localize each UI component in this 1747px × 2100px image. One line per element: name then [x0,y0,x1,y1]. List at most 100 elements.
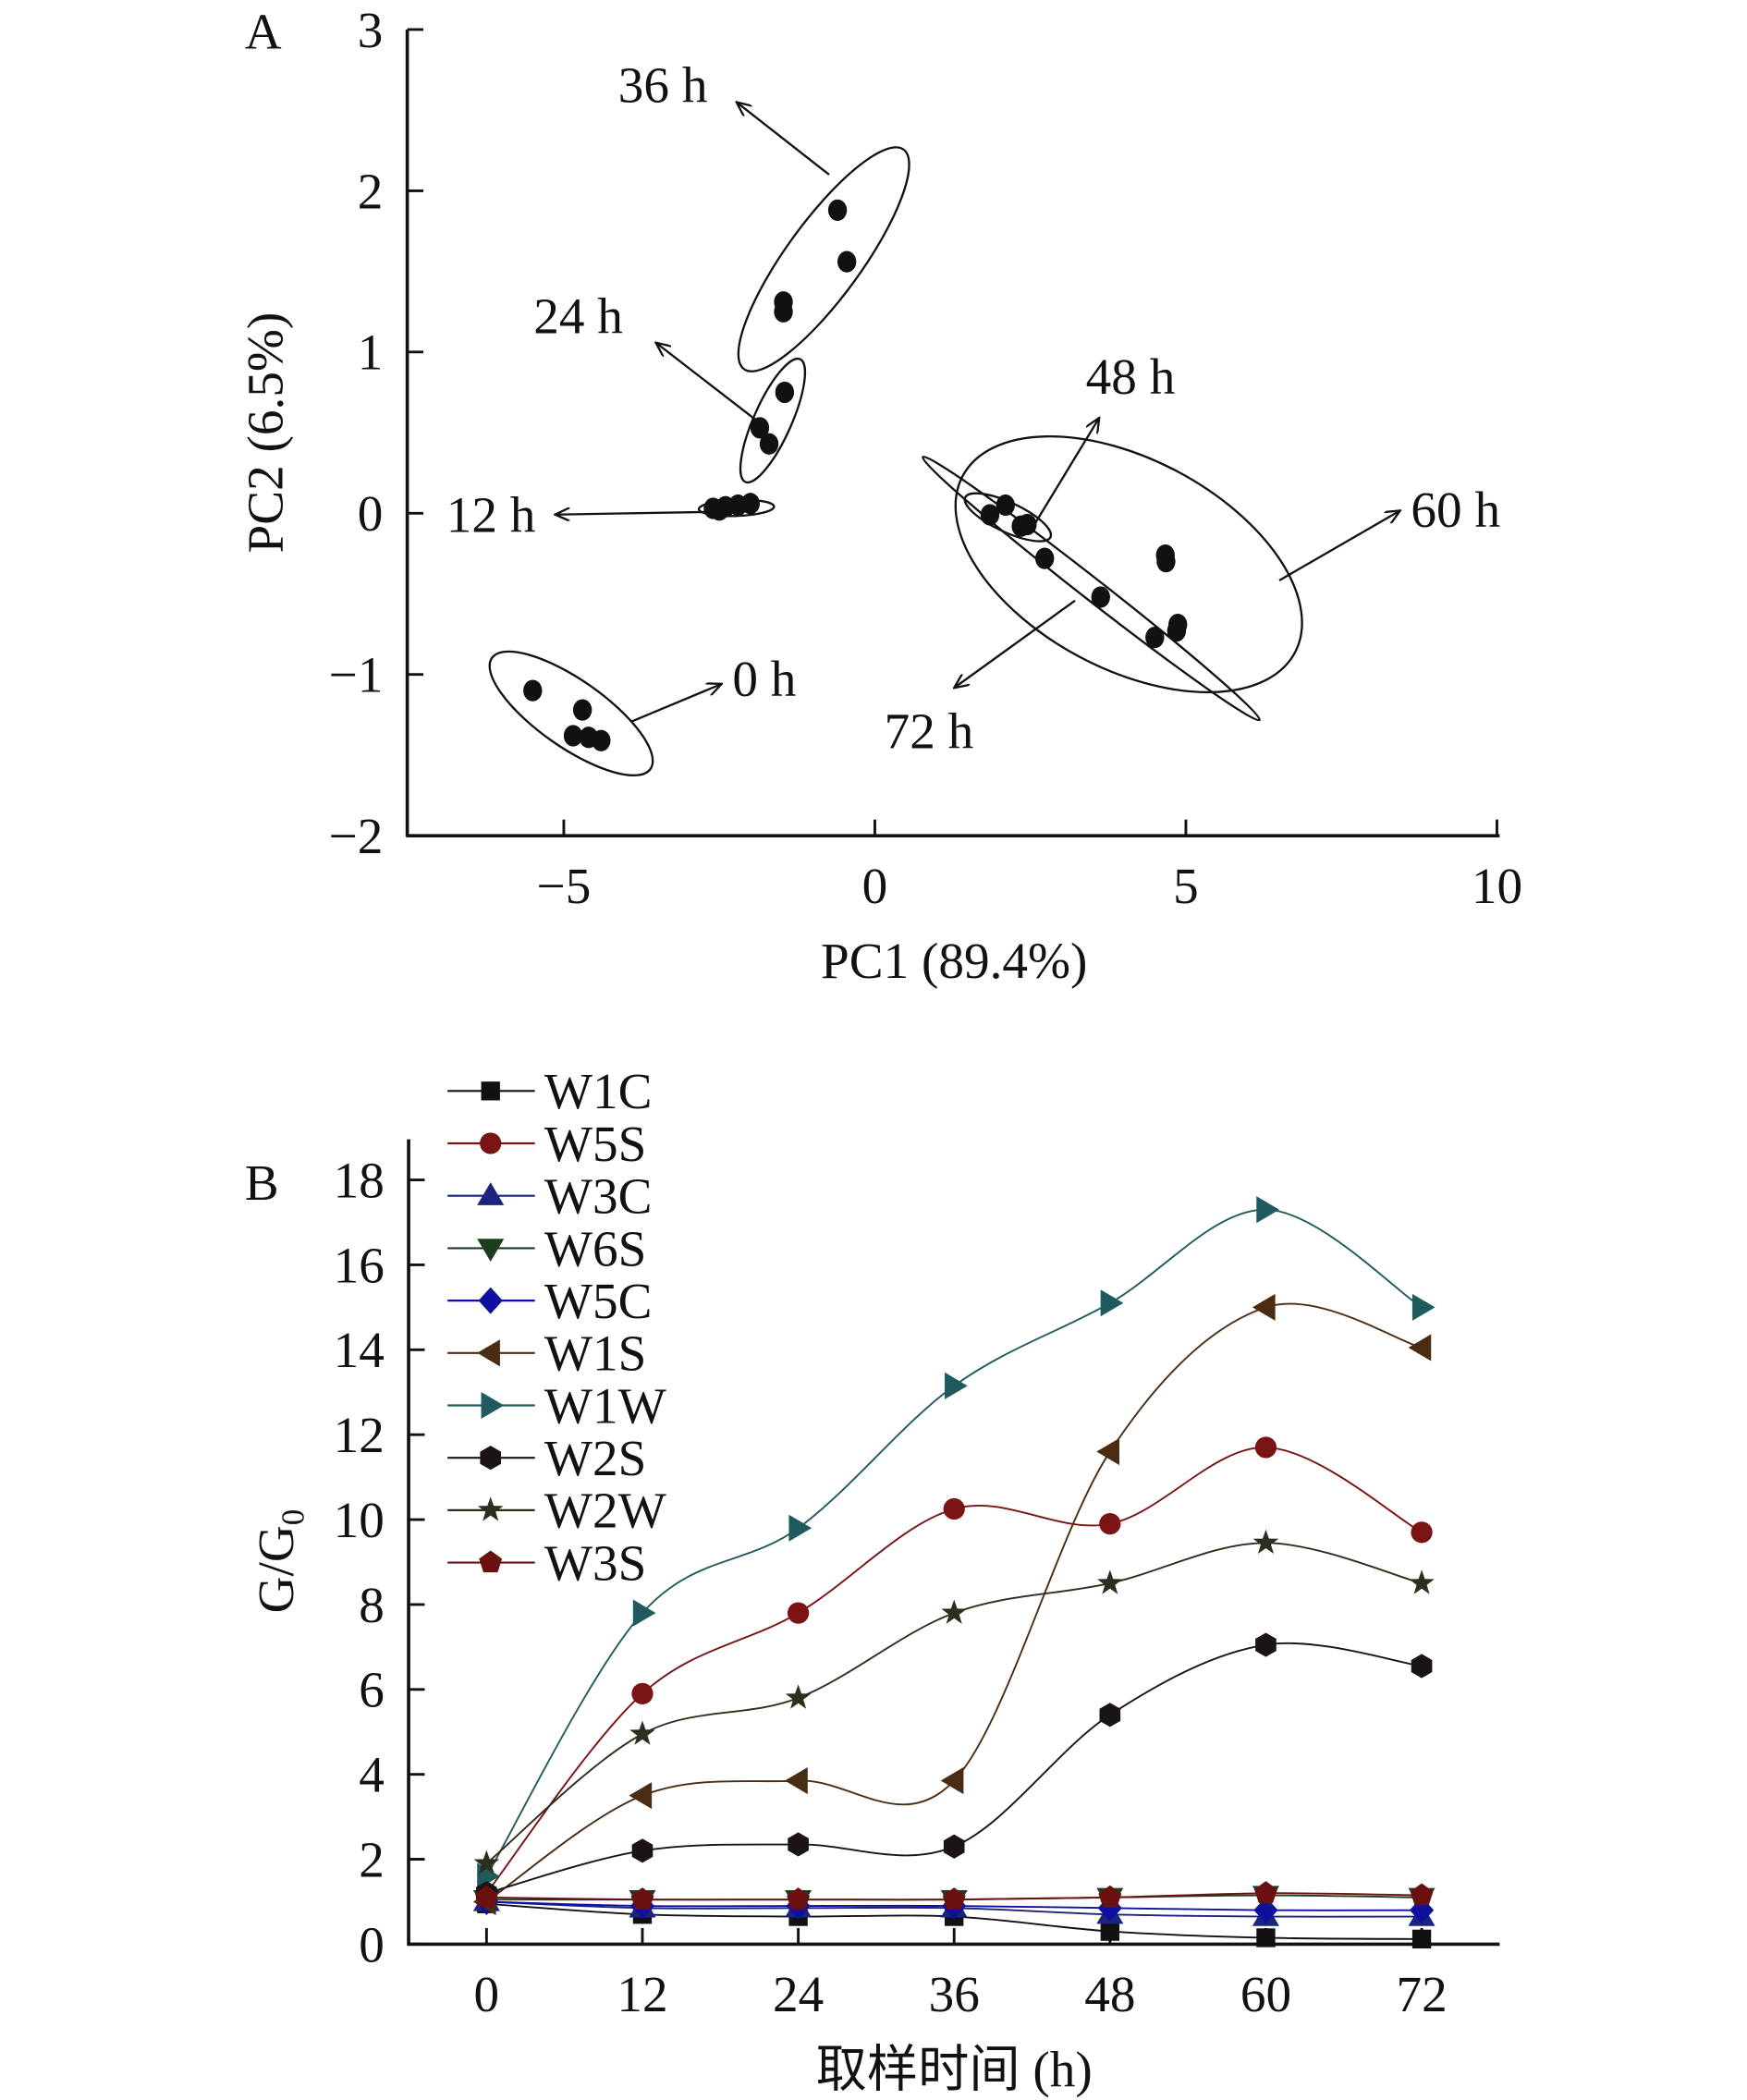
legend-label: W5S [544,1116,646,1172]
x-tick-label-a: 5 [1173,858,1199,914]
y-tick-label-a: −1 [329,647,384,703]
legend-label: W1S [544,1325,646,1382]
legend-item-W2W: W2W [447,1483,667,1539]
y-axis-title-main: G/G [248,1525,304,1613]
x-axis-title-a: PC1 (89.4%) [821,933,1087,989]
point-72h [1035,547,1055,569]
legend-item-W1C: W1C [447,1063,652,1119]
confidence-ellipses [488,146,1303,777]
arrow-24h [656,343,758,421]
x-tick-label-b: 12 [617,1966,667,2022]
data-point-W1S [785,1766,808,1795]
ellipse-48h [963,492,1053,543]
arrow-72h [954,599,1076,688]
legend-marker-triangle-right [481,1391,505,1420]
x-tick-label-b: 48 [1084,1966,1135,2022]
legend-marker-diamond [478,1287,503,1314]
point-48h [996,494,1015,517]
point-0h [563,725,583,747]
label-72h: 72 h [885,703,974,760]
legend-marker-star [477,1496,504,1521]
y-tick-label-b: 2 [359,1831,385,1887]
arrow-12h [555,512,710,515]
legend-label: W1C [544,1063,653,1119]
data-point-W1C [1256,1928,1276,1947]
legend-marker-triangle-down [477,1239,505,1262]
point-36h [837,250,857,273]
point-72h [1145,626,1165,649]
data-point-W5S [1411,1521,1433,1544]
legend-item-W1W: W1W [447,1377,667,1434]
data-point-W3S [1098,1885,1122,1908]
data-point-W1C [1411,1929,1432,1949]
label-60h: 60 h [1411,482,1500,538]
group-arrows [555,102,1399,723]
data-point-W2W [629,1720,655,1745]
data-point-W1S [629,1782,653,1810]
x-tick-label-b: 0 [474,1966,500,2022]
series-W2W [473,1529,1435,1874]
y-tick-label-a: −2 [329,808,384,864]
legend-marker-hexagon [480,1446,502,1471]
data-point-W2W [1409,1569,1435,1594]
y-tick-label-b: 16 [334,1237,385,1293]
ellipse-36h [737,146,910,372]
x-tick-label-a: −5 [537,858,592,914]
data-point-W5S [631,1682,654,1704]
point-12h [740,493,761,515]
data-point-W1W [945,1372,968,1399]
y-tick-label-b: 14 [334,1322,385,1378]
data-point-W1W [1100,1289,1124,1317]
point-48h [1018,513,1037,536]
data-point-W3S [630,1887,654,1910]
legend-label: W2S [544,1430,646,1486]
data-point-W3S [474,1885,498,1908]
arrow-48h [1033,418,1099,525]
legend-marker-triangle-up [477,1182,505,1205]
data-point-W2W [473,1850,500,1874]
y-tick-label-b: 18 [334,1152,385,1208]
legend-item-W3C: W3C [447,1168,652,1225]
legend-marker-pentagon [479,1550,503,1573]
legend-item-W3S: W3S [447,1534,646,1591]
y-tick-label-b: 8 [359,1577,385,1633]
data-point-W2S [631,1838,654,1863]
data-point-W1C [1100,1922,1120,1941]
legend-label: W1W [544,1377,667,1434]
legend-label: W3C [544,1168,653,1225]
data-point-W2S [1255,1632,1277,1657]
point-60h [1167,619,1187,642]
label-24h: 24 h [533,287,623,344]
ellipse-60h [954,434,1303,694]
legend-marker-circle [480,1132,502,1154]
point-72h [1091,586,1110,608]
y-tick-label-b: 10 [334,1492,385,1548]
y-axis-title-subscript: 0 [275,1509,312,1525]
data-point-W1S [1252,1293,1276,1321]
data-point-W1W [1256,1196,1279,1224]
x-tick-label-b: 36 [929,1966,980,2022]
ellipse-24h [739,357,807,484]
legend-item-W6S: W6S [447,1220,646,1276]
data-point-W3S [942,1887,966,1910]
data-point-W5S [1099,1513,1121,1535]
point-0h [572,699,593,721]
ellipse-0h [488,650,654,777]
data-point-W1W [1411,1293,1435,1321]
data-point-W3S [787,1887,811,1910]
data-point-W1W [632,1599,656,1627]
data-point-W2W [1097,1569,1123,1594]
y-tick-label-a: 1 [358,324,384,381]
series-W3S [474,1881,1434,1910]
legend-item-W1S: W1S [447,1325,646,1382]
panel-label-b: B [245,1154,279,1211]
x-tick-label-a: 0 [862,858,888,914]
legend-item-W5S: W5S [447,1116,646,1172]
x-tick-label-a: 10 [1472,858,1522,914]
data-point-W1S [1408,1334,1432,1361]
label-36h: 36 h [618,56,708,113]
legend-item-W2S: W2S [447,1430,646,1486]
label-0h: 0 h [732,651,796,707]
point-60h [1156,550,1176,573]
